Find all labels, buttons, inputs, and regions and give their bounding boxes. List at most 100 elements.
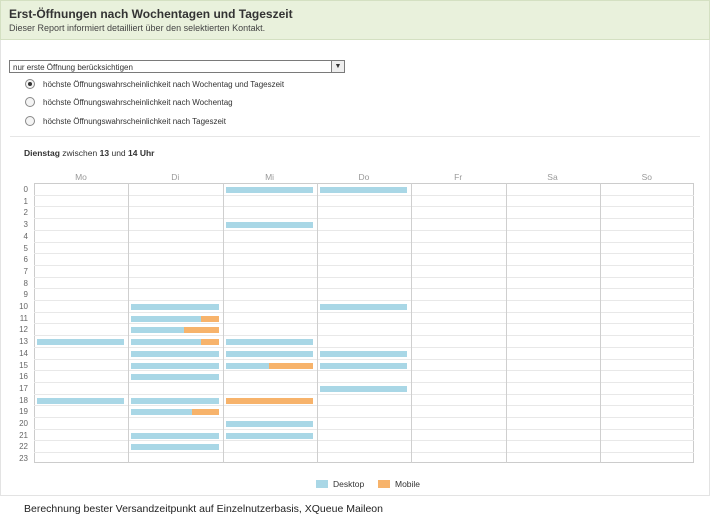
desktop-bar [131, 315, 202, 322]
desktop-bar [37, 397, 125, 404]
grid-hline [34, 300, 694, 301]
hour-label: 12 [19, 325, 28, 335]
desktop-bar [225, 421, 313, 427]
opening-filter-value: nur erste Öffnung berücksichtigen [13, 63, 133, 72]
day-label: Sa [547, 172, 558, 182]
desktop-bar [131, 304, 219, 310]
chevron-down-icon[interactable]: ▼ [331, 61, 344, 72]
mobile-bar [201, 315, 219, 322]
grid-hline [34, 358, 694, 360]
opening-filter-select[interactable]: nur erste Öffnung berücksichtigen ▼ [9, 60, 345, 73]
grid-hline [34, 323, 694, 325]
day-label: Fr [454, 172, 463, 182]
grid-hline [34, 311, 694, 313]
grid-hline [34, 264, 694, 266]
radio-icon[interactable] [25, 115, 35, 126]
report-title: Erst-Öffnungen nach Wochentagen und Tage… [9, 7, 293, 21]
hour-label: 3 [23, 220, 28, 230]
desktop-bar [225, 187, 313, 193]
grid-vline [599, 183, 601, 463]
mobile-bar [201, 339, 219, 346]
chart-frame [34, 183, 694, 463]
desktop-bar [225, 222, 313, 229]
hour-label: 23 [19, 454, 28, 464]
best-word-between: zwischen [62, 148, 98, 158]
day-label: So [641, 172, 652, 182]
hour-label: 19 [19, 407, 28, 417]
grid-hline [34, 405, 694, 407]
radio-option-weekday[interactable]: höchste Öffnungswahrscheinlichkeit nach … [25, 96, 233, 109]
grid-vline [505, 183, 507, 463]
day-label: Di [171, 172, 180, 182]
desktop-bar [131, 350, 219, 357]
desktop-bar [131, 327, 184, 334]
legend-mobile: Mobile [378, 479, 420, 489]
grid-hline [34, 335, 694, 337]
desktop-bar [131, 362, 219, 369]
day-label: Do [358, 172, 370, 182]
grid-hline [34, 253, 694, 255]
hour-label: 10 [19, 302, 28, 311]
best-day: Dienstag [24, 148, 60, 158]
grid-hline [34, 194, 694, 196]
grid-hline [34, 276, 694, 278]
hour-label: 6 [23, 255, 28, 265]
radio-option-weekday-time[interactable]: höchste Öffnungswahrscheinlichkeit nach … [25, 78, 284, 91]
desktop-bar [319, 187, 408, 193]
desktop-bar [37, 339, 125, 346]
hour-label: 20 [19, 419, 28, 428]
desktop-bar [131, 339, 202, 346]
grid-hline [34, 428, 694, 430]
hour-label: 11 [19, 313, 28, 323]
grid-vline [316, 183, 318, 463]
mobile-bar [269, 362, 313, 369]
desktop-bar [225, 432, 313, 439]
grid-hline [34, 288, 694, 290]
grid-hline [34, 417, 694, 418]
grid-hline [34, 370, 694, 372]
radio-label: höchste Öffnungswahrscheinlichkeit nach … [43, 98, 233, 107]
radio-label: höchste Öffnungswahrscheinlichkeit nach … [43, 117, 226, 126]
hour-label: 17 [19, 383, 28, 393]
hour-label: 14 [19, 348, 28, 358]
desktop-bar [225, 350, 313, 357]
grid-hline [34, 206, 694, 208]
legend-desktop-label: Desktop [333, 479, 365, 489]
hour-label: 7 [23, 266, 28, 276]
legend-desktop: Desktop [316, 479, 364, 489]
hour-label: 5 [23, 243, 28, 253]
grid-vline [411, 183, 413, 463]
desktop-bar [131, 374, 219, 381]
legend-desktop-swatch [316, 479, 328, 488]
day-label: Mo [75, 172, 87, 182]
grid-hline [34, 452, 694, 454]
grid-hline [34, 440, 694, 442]
legend-mobile-swatch [378, 479, 390, 488]
grid-hline [34, 346, 694, 348]
desktop-bar [225, 339, 313, 346]
radio-checked-icon[interactable] [25, 78, 35, 89]
divider [10, 136, 700, 137]
hour-label: 2 [23, 208, 28, 218]
radio-option-time[interactable]: höchste Öffnungswahrscheinlichkeit nach … [25, 115, 226, 128]
mobile-bar [192, 409, 219, 416]
hour-label: 13 [19, 337, 28, 347]
grid-hline [34, 229, 694, 231]
hour-label: 0 [23, 185, 28, 194]
grid-hline [34, 381, 694, 383]
hour-label: 4 [23, 231, 28, 241]
hour-label: 8 [23, 278, 28, 288]
desktop-bar [131, 432, 219, 439]
hour-label: 21 [19, 430, 28, 440]
hour-label: 18 [19, 395, 28, 405]
desktop-bar [131, 409, 193, 416]
mobile-bar [183, 327, 219, 334]
report-subtitle: Dieser Report informiert detailliert übe… [9, 23, 266, 33]
desktop-bar [225, 362, 270, 369]
desktop-bar [319, 350, 408, 357]
best-to-hour: 14 Uhr [128, 148, 155, 158]
desktop-bar [319, 362, 408, 369]
legend-mobile-label: Mobile [395, 479, 421, 489]
hour-label: 1 [23, 196, 28, 206]
radio-icon[interactable] [25, 96, 35, 107]
